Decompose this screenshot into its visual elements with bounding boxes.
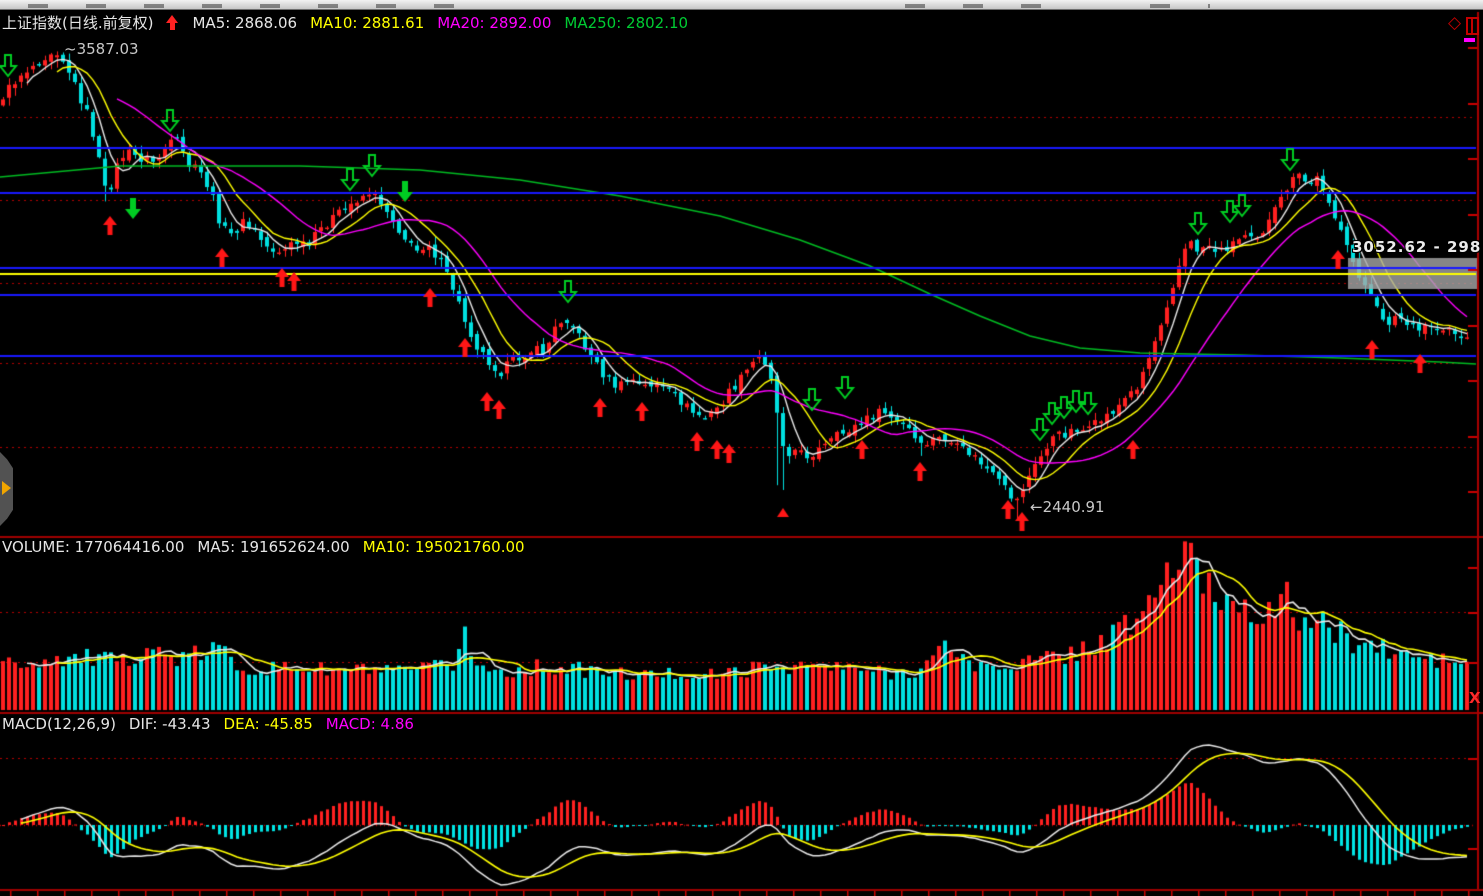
crosshair-price-annotation: 3052.62 - 298 — [1352, 238, 1482, 256]
price-pane-header: 上证指数(日线.前复权) MA5: 2868.06 MA10: 2881.61 … — [2, 14, 688, 32]
symbol-title: 上证指数(日线.前复权) — [2, 14, 154, 32]
macd-title: MACD(12,26,9) — [2, 715, 116, 733]
volume-value: VOLUME: 177064416.00 — [2, 538, 185, 556]
volume-ma10-value: MA10: 195021760.00 — [362, 538, 525, 556]
menubar-text-fragment — [28, 4, 478, 8]
volume-pane-header: VOLUME: 177064416.00 MA5: 191652624.00 M… — [2, 538, 525, 556]
ma5-value: MA5: 2868.06 — [192, 14, 298, 32]
menubar-text-fragment — [1150, 4, 1210, 8]
expand-panel-arrow-icon — [2, 481, 11, 495]
magenta-marker — [1464, 38, 1475, 42]
expand-panel-handle[interactable] — [0, 452, 13, 526]
high-price-annotation: ~3587.03 — [64, 40, 139, 58]
diamond-icon[interactable]: ◇ — [1448, 13, 1462, 33]
menu-bar-clipped[interactable] — [0, 0, 1483, 10]
dif-value: DIF: -43.43 — [128, 715, 211, 733]
macd-value: MACD: 4.86 — [325, 715, 414, 733]
volume-ma5-value: MA5: 191652624.00 — [197, 538, 350, 556]
dea-value: DEA: -45.85 — [223, 715, 313, 733]
ma10-value: MA10: 2881.61 — [310, 14, 425, 32]
ma250-value: MA250: 2802.10 — [564, 14, 689, 32]
low-price-annotation: ←2440.91 — [1030, 498, 1105, 516]
macd-pane-header: MACD(12,26,9) DIF: -43.43 DEA: -45.85 MA… — [2, 715, 414, 733]
menubar-text-fragment — [905, 4, 1075, 8]
ma20-value: MA20: 2892.00 — [437, 14, 552, 32]
close-indicator-button[interactable]: X — [1469, 689, 1481, 707]
up-arrow-icon — [166, 15, 179, 31]
window-icon[interactable] — [1466, 17, 1479, 35]
